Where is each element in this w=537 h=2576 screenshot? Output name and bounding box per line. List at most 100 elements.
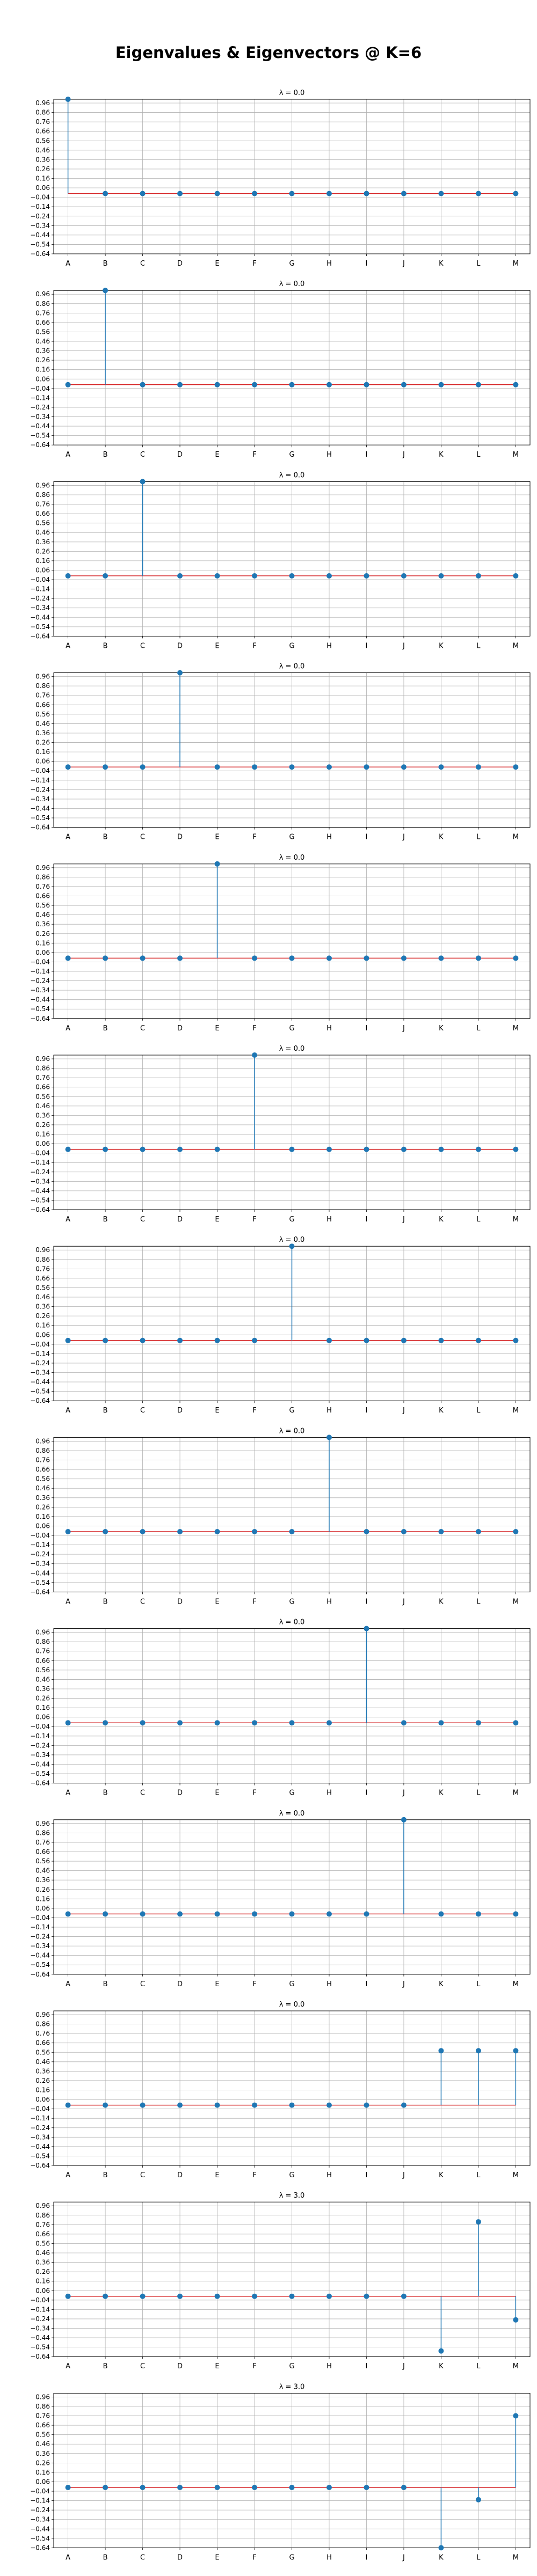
subplot-1: 0.96 0.86 0.76 0.66 0.56 0.46 0.36 0.26 0.16 0.06… bbox=[30, 89, 531, 268]
stem-marker bbox=[140, 479, 146, 485]
stem-marker bbox=[289, 382, 295, 387]
axes-frame bbox=[53, 672, 531, 828]
y-tick-label: −0.04 bbox=[30, 1341, 50, 1348]
y-tick-label: −0.14 bbox=[30, 1923, 50, 1931]
subplot-title: λ = 0.0 bbox=[279, 2001, 305, 2009]
stem-marker bbox=[326, 1720, 332, 1726]
y-tick-label: −0.34 bbox=[30, 1942, 50, 1950]
stem-marker bbox=[140, 764, 146, 770]
y-tick-label: 0.46 bbox=[35, 720, 50, 727]
stem-marker bbox=[401, 2485, 407, 2491]
subplot-2: 0.96 0.860.76 0.66 0.56 0.46 0.360.26 0.160.06… bbox=[30, 280, 531, 459]
x-tick-label: D bbox=[177, 2171, 183, 2179]
x-tick-label: I bbox=[366, 2553, 368, 2562]
stem-marker bbox=[438, 764, 444, 770]
x-tick-label: B bbox=[103, 451, 108, 459]
y-tick-label: 0.26 bbox=[35, 2459, 50, 2467]
x-tick-label: D bbox=[177, 260, 183, 268]
y-tick-label: 0.66 bbox=[35, 1084, 50, 1091]
stem-marker bbox=[289, 573, 295, 579]
y-tick-label: 0.16 bbox=[35, 1131, 50, 1138]
axes-frame bbox=[53, 863, 531, 1019]
y-tick-label: 0.36 bbox=[35, 156, 50, 163]
x-tick-label: C bbox=[140, 260, 145, 268]
x-tick-label: E bbox=[215, 1980, 219, 1988]
y-tick-label: −0.34 bbox=[30, 413, 50, 421]
x-tick-label: J bbox=[402, 260, 405, 268]
x-tick-label: H bbox=[326, 642, 332, 650]
stem-marker bbox=[401, 1146, 407, 1152]
x-tick-label: J bbox=[402, 2171, 405, 2179]
y-tick-label: −0.44 bbox=[30, 2334, 50, 2341]
x-tick-label: J bbox=[402, 2362, 405, 2370]
y-tick-label: 0.86 bbox=[35, 1065, 50, 1072]
x-tick-label: D bbox=[177, 1789, 183, 1797]
x-tick-label: I bbox=[366, 260, 368, 268]
stem-marker bbox=[513, 955, 519, 961]
subplot-8: 0.96 0.86 0.76 0.66 0.560.46 0.360.26 0.16 0.06… bbox=[30, 1427, 531, 1606]
stem-marker bbox=[252, 1052, 258, 1058]
y-tick-label: −0.54 bbox=[30, 1388, 50, 1395]
y-tick-label: −0.54 bbox=[30, 814, 50, 822]
x-tick-label: F bbox=[252, 1024, 256, 1033]
stem-marker bbox=[513, 2048, 519, 2054]
x-tick-label: I bbox=[366, 1407, 368, 1415]
y-tick-label: −0.44 bbox=[30, 804, 50, 812]
x-tick-label: H bbox=[326, 2362, 332, 2370]
subplot-title: λ = 0.0 bbox=[279, 1236, 305, 1244]
x-tick-label: A bbox=[66, 1216, 70, 1224]
y-tick-label: −0.54 bbox=[30, 1005, 50, 1013]
y-tick-label: 0.16 bbox=[35, 1322, 50, 1329]
y-tick-label: −0.44 bbox=[30, 1952, 50, 1959]
x-tick-label: L bbox=[476, 1024, 481, 1033]
stem-marker bbox=[438, 2545, 444, 2551]
subplot-10: 0.96 0.86 0.76 0.660.56 0.460.36 0.26 0.16 0.06… bbox=[30, 1810, 531, 1988]
y-tick-label: 0.66 bbox=[35, 128, 50, 135]
stem-marker bbox=[177, 670, 183, 676]
stem-marker bbox=[364, 1911, 369, 1917]
y-tick-label: 0.86 bbox=[35, 491, 50, 499]
x-tick-label: H bbox=[326, 1980, 332, 1988]
x-tick-label: A bbox=[66, 1598, 70, 1606]
y-tick-label: −0.34 bbox=[30, 1560, 50, 1568]
y-tick-label: 0.56 bbox=[35, 519, 50, 527]
x-tick-label: A bbox=[66, 833, 70, 841]
stem-marker bbox=[326, 2293, 332, 2299]
y-tick-label: 0.66 bbox=[35, 1466, 50, 1473]
y-tick-label: −0.24 bbox=[30, 1550, 50, 1558]
subplot-5: 0.960.86 0.76 0.66 0.56 0.460.36 0.260.16 0.06… bbox=[30, 854, 531, 1033]
stem-marker bbox=[326, 191, 332, 196]
y-tick-label: 0.26 bbox=[35, 1695, 50, 1702]
stem-marker bbox=[364, 573, 369, 579]
stem-marker bbox=[364, 2293, 369, 2299]
y-tick-label: −0.34 bbox=[30, 2325, 50, 2332]
stem-marker bbox=[475, 1146, 481, 1152]
x-tick-label: J bbox=[402, 1407, 405, 1415]
x-tick-label: B bbox=[103, 1598, 108, 1606]
subplot-12: 0.96 0.86 0.76 0.66 0.56 0.46 0.36 0.26 0.16 0.06… bbox=[30, 2192, 531, 2370]
x-tick-label: E bbox=[215, 2171, 219, 2179]
y-tick-label: 0.16 bbox=[35, 2469, 50, 2476]
subplot-title: λ = 3.0 bbox=[279, 2192, 305, 2200]
subplot-9: 0.96 0.86 0.76 0.66 0.560.46 0.36 0.26 0.16 0.06… bbox=[30, 1619, 531, 1797]
axes-frame bbox=[53, 99, 531, 254]
stem-marker bbox=[65, 2293, 71, 2299]
stem-marker bbox=[475, 955, 481, 961]
axes-frame bbox=[53, 2010, 531, 2166]
stem-marker bbox=[475, 1720, 481, 1726]
x-tick-label: C bbox=[140, 451, 145, 459]
y-tick-label: −0.44 bbox=[30, 2525, 50, 2533]
x-tick-label: F bbox=[252, 1789, 256, 1797]
y-tick-label: 0.16 bbox=[35, 175, 50, 182]
x-tick-label: K bbox=[439, 642, 444, 650]
x-tick-label: G bbox=[289, 260, 294, 268]
stem-marker bbox=[364, 2102, 369, 2108]
subplot-title: λ = 0.0 bbox=[279, 1427, 305, 1435]
x-tick-label: K bbox=[439, 2171, 444, 2179]
stem-marker bbox=[401, 1817, 407, 1823]
x-tick-label: L bbox=[476, 2171, 481, 2179]
x-tick-label: M bbox=[513, 1598, 519, 1606]
x-tick-label: A bbox=[66, 1789, 70, 1797]
stem-marker bbox=[214, 573, 220, 579]
stem-marker bbox=[326, 1146, 332, 1152]
